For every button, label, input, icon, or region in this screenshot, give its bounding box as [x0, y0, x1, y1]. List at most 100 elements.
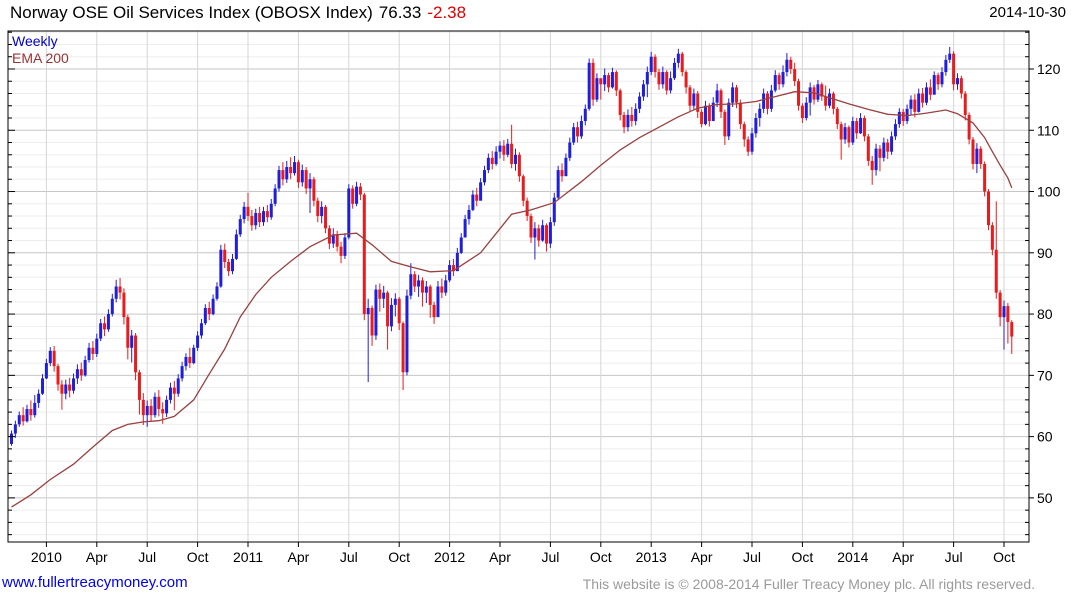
candle-body — [700, 111, 704, 125]
candle-body — [370, 307, 374, 336]
candle-body — [324, 206, 328, 229]
candle-body — [374, 289, 378, 336]
candle-body — [192, 347, 196, 364]
copyright-text: This website is © 2008-2014 Fuller Treac… — [582, 576, 1035, 592]
candle-body — [382, 292, 386, 299]
candle-body — [331, 234, 335, 244]
candle-body — [762, 93, 766, 109]
candle-body — [126, 317, 130, 348]
candle-body — [262, 211, 266, 223]
candle-body — [25, 409, 29, 422]
candle-body — [355, 186, 359, 204]
candle-body — [603, 75, 607, 85]
candle-body — [967, 114, 971, 140]
candle-body — [459, 237, 463, 253]
candle-body — [141, 399, 145, 416]
candle-body — [168, 387, 172, 400]
candle-body — [1006, 306, 1010, 323]
candle-body — [816, 84, 820, 100]
candle-body — [731, 87, 735, 103]
candle-body — [316, 200, 320, 217]
candle-body — [196, 335, 200, 348]
candle-body — [409, 274, 413, 296]
candle-body — [862, 118, 866, 137]
x-axis-label: Jul — [541, 549, 559, 565]
candle-body — [521, 176, 525, 201]
y-axis-label: 120 — [1037, 61, 1061, 77]
candle-body — [366, 307, 370, 315]
candle-body — [855, 121, 859, 134]
candle-body — [223, 249, 227, 262]
x-axis-label: 2012 — [434, 549, 465, 565]
legend-ema-200: EMA 200 — [12, 50, 69, 66]
candle-body — [727, 102, 731, 137]
x-axis-label: Oct — [993, 549, 1015, 565]
candle-body — [134, 335, 138, 373]
candle-body — [215, 286, 219, 299]
candle-body — [963, 93, 967, 115]
candle-body — [897, 111, 901, 125]
candle-body — [75, 369, 79, 379]
chart-title: Norway OSE Oil Services Index (OBOSX Ind… — [10, 3, 466, 23]
candle-body — [265, 211, 269, 218]
candle-body — [955, 78, 959, 85]
candle-body — [293, 162, 297, 174]
candle-body — [250, 216, 254, 226]
candle-body — [692, 93, 696, 106]
candle-body — [641, 84, 645, 97]
candle-body — [723, 111, 727, 137]
candle-body — [13, 424, 17, 434]
candle-body — [514, 154, 518, 164]
candle-body — [638, 96, 642, 109]
candle-body — [754, 118, 758, 134]
candle-body — [87, 347, 91, 361]
candle-body — [145, 405, 149, 416]
website-link[interactable]: www.fullertreacymoney.com — [2, 574, 188, 591]
candle-body — [874, 148, 878, 171]
candle-body — [948, 53, 952, 60]
candle-body — [436, 286, 440, 318]
x-axis-label: Apr — [892, 549, 914, 565]
candle-body — [211, 298, 215, 315]
candle-body — [859, 118, 863, 134]
x-axis-label: Jul — [743, 549, 761, 565]
candle-body — [711, 102, 715, 122]
candle-body — [545, 225, 549, 244]
x-axis-label: Jul — [138, 549, 156, 565]
candle-body — [944, 59, 948, 73]
candle-body — [626, 114, 630, 128]
candle-body — [289, 167, 293, 174]
candle-body — [165, 399, 169, 414]
instrument-name: Norway OSE Oil Services Index (OBOSX Ind… — [10, 3, 373, 22]
candle-body — [684, 72, 688, 88]
candle-body — [33, 402, 37, 416]
candle-body — [568, 142, 572, 158]
candle-body — [610, 72, 614, 88]
candle-body — [657, 72, 661, 85]
candle-body — [448, 265, 452, 281]
candle-body — [529, 216, 533, 238]
candle-body — [890, 136, 894, 152]
candle-body — [238, 219, 242, 235]
candle-body — [746, 139, 750, 152]
x-axis-label: Oct — [388, 549, 410, 565]
candle-body — [471, 194, 475, 210]
candle-body — [800, 105, 804, 119]
candle-body — [987, 191, 991, 226]
candle-body — [118, 286, 122, 293]
x-axis-label: 2011 — [233, 549, 263, 565]
candle-body — [405, 295, 409, 373]
candle-body — [583, 108, 587, 122]
legend-weekly: Weekly — [12, 33, 58, 49]
candle-body — [137, 372, 141, 400]
candle-body — [824, 96, 828, 106]
candle-body — [1010, 322, 1014, 337]
y-axis-label: 70 — [1037, 367, 1053, 383]
x-axis-label: Oct — [187, 549, 209, 565]
candle-body — [122, 292, 126, 318]
candle-body — [781, 72, 785, 85]
candle-body — [498, 145, 502, 152]
candle-body — [696, 93, 700, 112]
candle-body — [207, 307, 211, 315]
